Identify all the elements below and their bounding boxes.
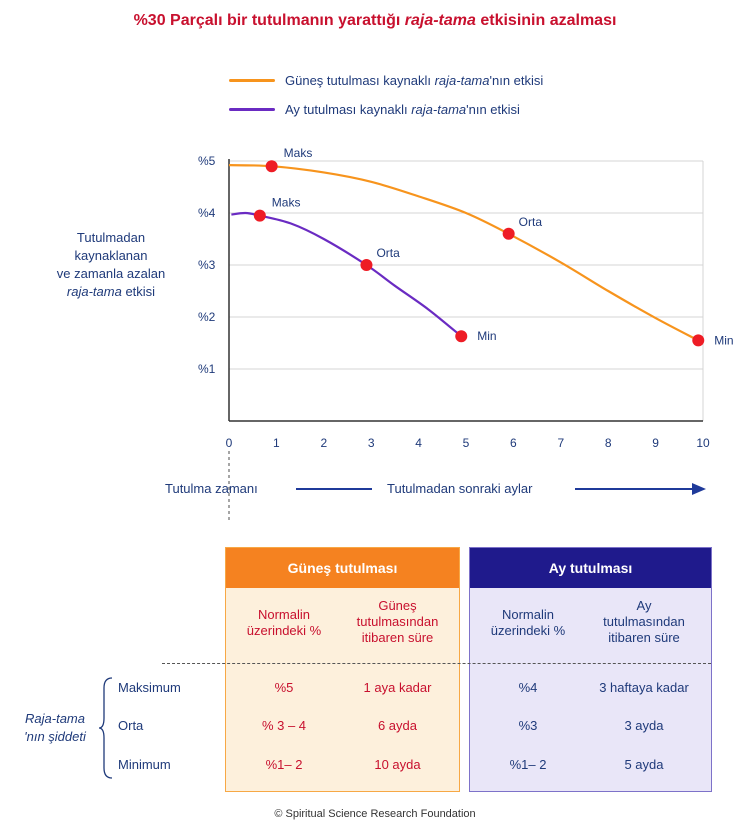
y-tick-label: %2	[198, 310, 216, 324]
table-cell: % 3 – 4	[261, 718, 307, 733]
y-tick-label: %3	[198, 258, 216, 272]
moon-col-percent-header: Normalin üzerindeki %	[490, 607, 566, 638]
x-tick-label: 2	[320, 436, 327, 450]
legend-label-sun: Güneş tutulması kaynaklı raja-tama'nın e…	[285, 73, 544, 88]
x-tick-label: 3	[368, 436, 375, 450]
severity-label: Raja-tama 'nın şiddeti	[24, 711, 86, 744]
sun-panel-header: Güneş tutulması	[226, 548, 459, 588]
sun-eclipse-panel: Güneş tutulması	[225, 547, 460, 792]
data-point-label: Maks	[272, 196, 301, 210]
y-tick-label: %1	[198, 362, 216, 376]
y-axis-label: Tutulmadan kaynaklanan ve zamanla azalan…	[56, 230, 166, 299]
sun-col-percent-header: Normalin üzerindeki %	[246, 607, 322, 638]
sun-col-duration-header: Güneş tutulmasından itibaren süre	[356, 598, 439, 645]
table-cell: %5	[274, 680, 294, 695]
moon-eclipse-panel: Ay tutulması	[469, 547, 712, 792]
x-tick-label: 9	[652, 436, 659, 450]
table-cell: %4	[518, 680, 538, 695]
data-point-label: Maks	[284, 146, 313, 160]
x-tick-label: 0	[226, 436, 233, 450]
copyright-text: © Spiritual Science Research Foundation	[274, 808, 476, 820]
table-cell: 3 haftaya kadar	[599, 680, 689, 695]
row-label-max: Maksimum	[118, 680, 181, 695]
months-after-label: Tutulmadan sonraki aylar	[387, 481, 533, 496]
data-point	[455, 330, 468, 343]
moon-series-line	[231, 211, 462, 338]
severity-brace	[98, 677, 113, 779]
x-tick-label: 8	[605, 436, 612, 450]
legend-line-sun	[229, 79, 275, 82]
data-point-label: Min	[477, 329, 496, 343]
x-tick-label: 4	[415, 436, 422, 450]
table-cell: %1– 2	[509, 757, 547, 772]
data-point	[265, 160, 278, 173]
x-tick-label: 7	[557, 436, 564, 450]
data-point	[692, 334, 705, 347]
data-point	[502, 227, 515, 240]
chart-title: %30 Parçalı bir tutulmanın yarattığı raj…	[133, 12, 617, 29]
arrow-head	[692, 483, 706, 495]
x-tick-label: 1	[273, 436, 280, 450]
y-tick-label: %4	[198, 206, 216, 220]
sun-series-line	[228, 164, 699, 342]
data-point	[253, 209, 266, 222]
legend-label-moon: Ay tutulması kaynaklı raja-tama'nın etki…	[285, 102, 520, 117]
table-cell: 5 ayda	[624, 757, 664, 772]
table-cell: 6 ayda	[377, 718, 418, 733]
line-chart: %5 %4 %3 %2 %1 0 1 2 3 4 5 6 7 8 9 10 Maks Orta Min Maks Or…	[198, 146, 734, 522]
data-point-label: Orta	[519, 215, 543, 229]
data-point	[360, 259, 373, 271]
legend-item-sun: Güneş tutulması kaynaklı raja-tama'nın e…	[229, 73, 543, 88]
y-tick-label: %5	[198, 154, 216, 168]
x-tick-label: 10	[696, 436, 710, 450]
row-label-mid: Orta	[118, 718, 144, 733]
x-tick-label: 6	[510, 436, 517, 450]
chart-axes	[228, 159, 703, 422]
table-cell: 3 ayda	[624, 718, 664, 733]
legend-line-moon	[229, 108, 275, 111]
data-point-label: Min	[714, 333, 733, 347]
table-cell: 10 ayda	[374, 757, 421, 772]
table-divider	[162, 663, 711, 664]
chart-extras	[228, 451, 706, 522]
table-cell: %3	[518, 718, 538, 733]
chart-ticks: %5 %4 %3 %2 %1 0 1 2 3 4 5 6 7 8 9 10	[198, 154, 710, 450]
row-label-min: Minimum	[118, 757, 171, 772]
chart-series: Maks Orta Min Maks Orta Min	[228, 146, 734, 347]
chart-grid	[229, 160, 704, 421]
eclipse-time-label: Tutulma zamanı	[165, 481, 258, 496]
x-tick-label: 5	[463, 436, 470, 450]
moon-panel-header: Ay tutulması	[470, 548, 711, 588]
table-cell: %1– 2	[265, 757, 303, 772]
legend-item-moon: Ay tutulması kaynaklı raja-tama'nın etki…	[229, 102, 520, 117]
moon-col-duration-header: Ay tutulmasından itibaren süre	[603, 598, 685, 645]
table-cell: 1 aya kadar	[363, 680, 432, 695]
data-point-label: Orta	[376, 246, 400, 260]
